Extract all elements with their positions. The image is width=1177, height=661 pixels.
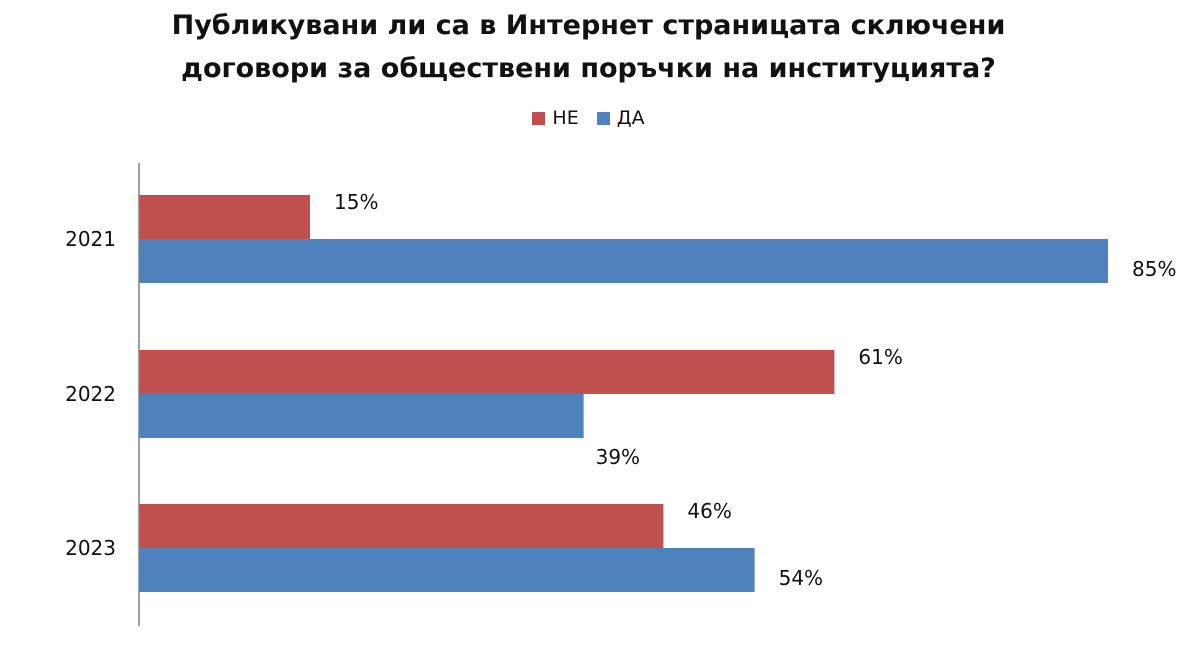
legend-item-da: ДА bbox=[596, 107, 645, 129]
chart-title: Публикувани ли са в Интернет страницата … bbox=[0, 4, 1177, 90]
data-label-da-2023: 54% bbox=[779, 566, 823, 590]
legend-swatch-da bbox=[596, 111, 610, 125]
legend-item-ne: НЕ bbox=[532, 107, 579, 129]
data-label-da-2021: 85% bbox=[1132, 257, 1176, 281]
chart-title-line-1: Публикувани ли са в Интернет страницата … bbox=[171, 10, 1006, 41]
data-label-ne-2023: 46% bbox=[687, 499, 731, 523]
data-label-da-2022: 39% bbox=[596, 445, 640, 469]
bar-ne-2022 bbox=[139, 350, 835, 394]
bar-ne-2021 bbox=[139, 195, 310, 239]
data-label-ne-2022: 61% bbox=[858, 345, 902, 369]
bar-da-2021 bbox=[139, 239, 1108, 283]
legend-label-da: ДА bbox=[616, 107, 645, 129]
data-label-ne-2021: 15% bbox=[334, 190, 378, 214]
bar-ne-2023 bbox=[139, 504, 664, 548]
chart-title-line-2: договори за обществени поръчки на инстит… bbox=[181, 53, 996, 84]
category-label-2021: 2021 bbox=[65, 227, 116, 251]
bar-da-2023 bbox=[139, 548, 755, 592]
bar-da-2022 bbox=[139, 394, 584, 438]
legend-label-ne: НЕ bbox=[552, 107, 579, 129]
legend-swatch-ne bbox=[532, 111, 546, 125]
chart-legend: НЕ ДА bbox=[0, 107, 1177, 129]
category-label-2023: 2023 bbox=[65, 536, 116, 560]
category-label-2022: 2022 bbox=[65, 382, 116, 406]
